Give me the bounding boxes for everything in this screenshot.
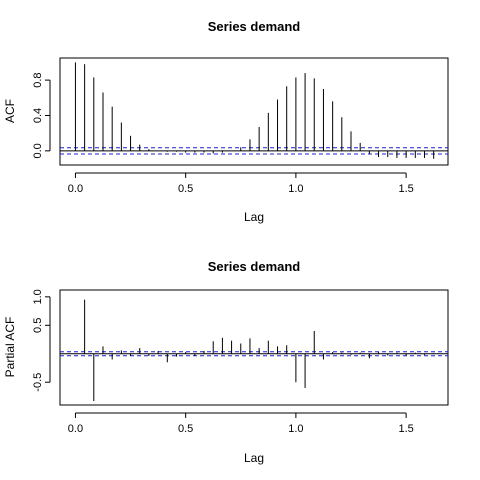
pacf-y-label: Partial ACF xyxy=(3,317,17,378)
acf-y-label: ACF xyxy=(3,99,17,123)
acf-bars xyxy=(60,62,448,159)
pacf-x-axis: 0.0 0.5 1.0 1.5 xyxy=(68,412,414,435)
acf-title: Series demand xyxy=(208,19,301,34)
acf-x-tick-label: 0.5 xyxy=(178,183,193,195)
pacf-y-tick-label: 1.0 xyxy=(32,289,44,304)
pacf-plot-frame xyxy=(59,289,449,406)
pacf-y-axis: -0.5 0.5 1.0 xyxy=(32,289,51,392)
acf-x-tick-label: 1.5 xyxy=(398,183,413,195)
acf-y-axis: 0.0 0.4 0.8 xyxy=(32,72,51,158)
acf-plot-frame xyxy=(59,57,449,166)
pacf-x-label: Lag xyxy=(244,451,264,465)
acf-y-tick-label: 0.0 xyxy=(32,143,44,158)
acf-x-tick-label: 1.0 xyxy=(288,183,303,195)
pacf-y-tick-label: -0.5 xyxy=(32,373,44,392)
acf-x-label: Lag xyxy=(244,210,264,224)
pacf-y-tick-label: 0.5 xyxy=(32,318,44,333)
pacf-x-tick-label: 1.5 xyxy=(398,423,413,435)
pacf-bars xyxy=(60,299,448,402)
acf-y-tick-label: 0.8 xyxy=(32,72,44,87)
acf-panel: Series demand 0.0 0.5 1.0 1.5 0.0 0.4 0.8 Lag… xyxy=(3,19,449,224)
acf-x-axis: 0.0 0.5 1.0 1.5 xyxy=(68,172,414,195)
pacf-x-tick-label: 1.0 xyxy=(288,423,303,435)
pacf-x-tick-label: 0.0 xyxy=(68,423,83,435)
acf-y-tick-label: 0.4 xyxy=(32,108,44,123)
acf-x-tick-label: 0.0 xyxy=(68,183,83,195)
pacf-title: Series demand xyxy=(208,259,301,274)
pacf-x-tick-label: 0.5 xyxy=(178,423,193,435)
pacf-panel: Series demand 0.0 0.5 1.0 1.5 -0.5 0.5 1.0 La… xyxy=(3,259,449,465)
